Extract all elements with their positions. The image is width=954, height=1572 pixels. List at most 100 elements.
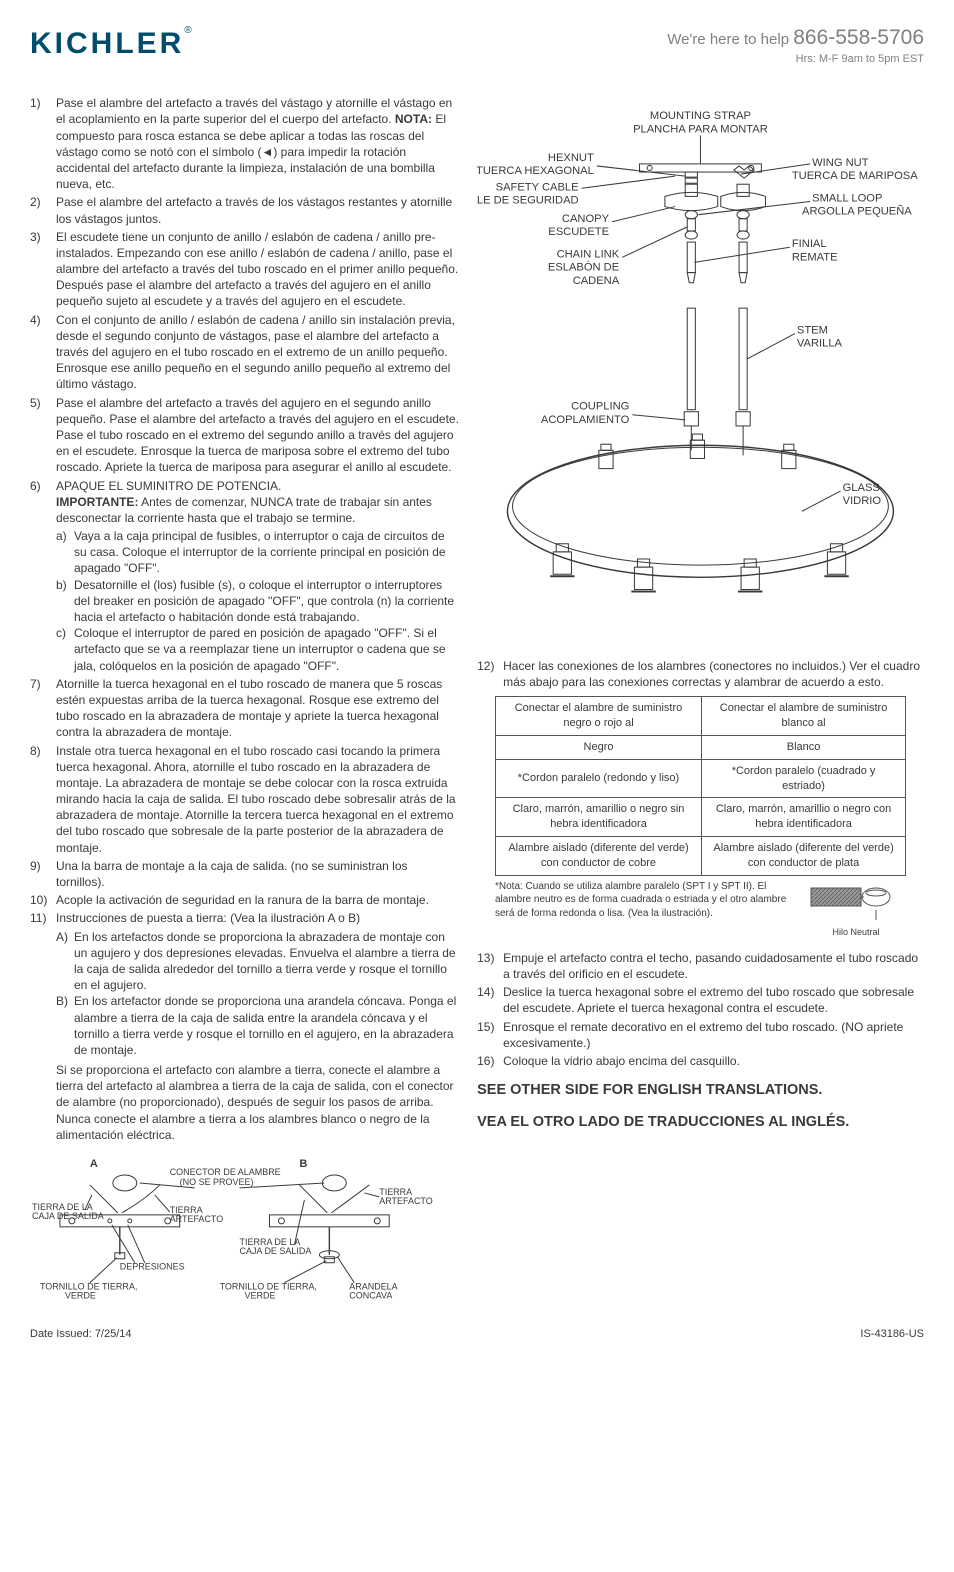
neutral-wire-icon: Hilo Neutral	[806, 880, 906, 940]
step-number: 16)	[477, 1053, 503, 1069]
wire-connection-table: Conectar el alambre de suministro negro …	[495, 696, 906, 876]
sub-step-number: B)	[56, 993, 74, 1058]
step-number: 13)	[477, 950, 503, 982]
step-text: Atornille la tuerca hexagonal en el tubo…	[56, 676, 459, 741]
lbl-canopy-es: ESCUDETE	[548, 226, 609, 238]
gd-not-supplied: (NO SE PROVEE)	[180, 1177, 254, 1187]
instruction-steps: 1)Pase el alambre del artefacto a través…	[30, 95, 459, 1143]
step-number: 2)	[30, 194, 56, 226]
lbl-smallloop: SMALL LOOP	[812, 193, 882, 205]
lbl-chain: CHAIN LINK	[557, 249, 620, 261]
gd-outlet2b: CAJA DE SALIDA	[240, 1246, 312, 1256]
logo-reg: ®	[184, 25, 191, 36]
sub-step-text: En los artefactos donde se proporciona l…	[74, 929, 459, 994]
left-column: 1)Pase el alambre del artefacto a través…	[30, 95, 459, 1319]
wt-r1c2: Blanco	[702, 735, 906, 759]
step-item: 13)Empuje el artefacto contra el techo, …	[477, 950, 924, 982]
step-text: Hacer las conexiones de los alambres (co…	[503, 658, 924, 690]
sub-step-text: En los artefactor donde se proporciona u…	[74, 993, 459, 1058]
step-number: 9)	[30, 858, 56, 890]
neutral-label: Hilo Neutral	[833, 927, 880, 937]
help-box: We're here to help 866-558-5706 Hrs: M-F…	[667, 24, 924, 67]
step-text: Instale otra tuerca hexagonal en el tubo…	[56, 743, 459, 856]
lbl-canopy: CANOPY	[562, 213, 610, 225]
step-text: Instrucciones de puesta a tierra: (Vea l…	[56, 910, 459, 1143]
step-item: 16)Coloque la vidrio abajo encima del ca…	[477, 1053, 924, 1069]
step-item: 11)Instrucciones de puesta a tierra: (Ve…	[30, 910, 459, 1143]
lbl-glass: GLASS	[843, 482, 880, 494]
step-number: 4)	[30, 312, 56, 393]
wt-r1c1: Negro	[495, 735, 701, 759]
step-number: 14)	[477, 984, 503, 1016]
help-hours: Hrs: M-F 9am to 5pm EST	[667, 52, 924, 67]
wt-r3c2: Claro, marrón, amarillio o negro con heb…	[702, 798, 906, 837]
gd-screw-a2: VERDE	[65, 1291, 96, 1301]
wire-note: *Nota: Cuando se utiliza alambre paralel…	[495, 880, 798, 940]
step-number: 1)	[30, 95, 56, 192]
step-item: 6)APAQUE EL SUMINITRO DE POTENCIA.IMPORT…	[30, 478, 459, 674]
step-item: 10)Acople la activación de seguridad en …	[30, 892, 459, 908]
sub-step-number: A)	[56, 929, 74, 994]
page-header: KICHLER® We're here to help 866-558-5706…	[30, 24, 924, 67]
footer-code: IS-43186-US	[860, 1327, 924, 1342]
step-text: Acople la activación de seguridad en la …	[56, 892, 459, 908]
step-item: 14)Deslice la tuerca hexagonal sobre el …	[477, 984, 924, 1016]
step-number: 7)	[30, 676, 56, 741]
step-number: 6)	[30, 478, 56, 674]
step-text: Deslice la tuerca hexagonal sobre el ext…	[503, 984, 924, 1016]
help-prefix: We're here to help	[667, 31, 789, 48]
step-number: 3)	[30, 229, 56, 310]
wt-r3c1: Claro, marrón, amarillio o negro sin heb…	[495, 798, 701, 837]
gd-washer2: CONCAVA	[349, 1291, 392, 1301]
step-text: Pase el alambre del artefacto a través d…	[56, 194, 459, 226]
diag-b-label: B	[299, 1158, 307, 1170]
gd-fixt2a: ARTEFACTO	[170, 1214, 224, 1224]
step-text: APAQUE EL SUMINITRO DE POTENCIA.IMPORTAN…	[56, 478, 459, 674]
step-number: 11)	[30, 910, 56, 1143]
main-columns: 1)Pase el alambre del artefacto a través…	[30, 95, 924, 1319]
right-column: MOUNTING STRAP PLANCHA PARA MONTAR HEXNU…	[477, 95, 924, 1319]
wire-note-row: *Nota: Cuando se utiliza alambre paralel…	[495, 880, 906, 940]
wt-h2: Conectar el alambre de suministro blanco…	[702, 697, 906, 736]
step-text: Con el conjunto de anillo / eslabón de c…	[56, 312, 459, 393]
gd-screw-b2: VERDE	[245, 1291, 276, 1301]
lbl-stem-es: VARILLA	[797, 338, 843, 350]
sub-step-text: Desatornille el (los) fusible (s), o col…	[74, 577, 459, 626]
lbl-safety-es: CABLE DE SEGURIDAD	[477, 195, 579, 207]
lbl-smallloop-es: ARGOLLA PEQUEÑA	[802, 205, 912, 218]
sub-steps: a)Vaya a la caja principal de fusibles, …	[56, 528, 459, 674]
step-item: 1)Pase el alambre del artefacto a través…	[30, 95, 459, 192]
step-item: 2)Pase el alambre del artefacto a través…	[30, 194, 459, 226]
logo-text: KICHLER	[30, 27, 184, 60]
lbl-chain-es: ESLABÓN DE	[548, 261, 619, 274]
help-phone: 866-558-5706	[793, 26, 924, 49]
wt-r4c1: Alambre aislado (diferente del verde) co…	[495, 837, 701, 876]
step-text: Pase el alambre del artefacto a través d…	[56, 95, 459, 192]
bottom-line1: SEE OTHER SIDE FOR ENGLISH TRANSLATIONS.	[477, 1081, 924, 1101]
lbl-safety: SAFETY CABLE	[496, 182, 579, 194]
gd-dimples: DEPRESIONES	[120, 1262, 185, 1272]
lbl-glass-es: VIDRIO	[843, 495, 882, 507]
diag-a-label: A	[90, 1158, 98, 1170]
step-number: 15)	[477, 1019, 503, 1051]
lbl-wingnut-es: TUERCA DE MARIPOSA	[792, 170, 918, 182]
step-text: El escudete tiene un conjunto de anillo …	[56, 229, 459, 310]
step-number: 12)	[477, 658, 503, 690]
lbl-wingnut: WING NUT	[812, 157, 869, 169]
step-number: 5)	[30, 395, 56, 476]
step-item: 7)Atornille la tuerca hexagonal en el tu…	[30, 676, 459, 741]
lbl-mounting-es: PLANCHA PARA MONTAR	[633, 124, 768, 136]
gd-connector: CONECTOR DE ALAMBRE	[170, 1167, 281, 1177]
lbl-chain-es2: CADENA	[573, 275, 620, 287]
step-number: 10)	[30, 892, 56, 908]
step-item: 3)El escudete tiene un conjunto de anill…	[30, 229, 459, 310]
step-text: Pase el alambre del artefacto a través d…	[56, 395, 459, 476]
lbl-finial: FINIAL	[792, 238, 827, 250]
sub-step-text: Coloque el interruptor de pared en posic…	[74, 625, 459, 674]
page-footer: Date Issued: 7/25/14 IS-43186-US	[30, 1327, 924, 1342]
step-number: 8)	[30, 743, 56, 856]
gd-outlet2a: CAJA DE SALIDA	[32, 1211, 104, 1221]
sub-step-item: B)En los artefactor donde se proporciona…	[56, 993, 459, 1058]
lbl-coupling: COUPLING	[571, 401, 629, 413]
step-tail: Si se proporciona el artefacto con alamb…	[56, 1062, 459, 1143]
